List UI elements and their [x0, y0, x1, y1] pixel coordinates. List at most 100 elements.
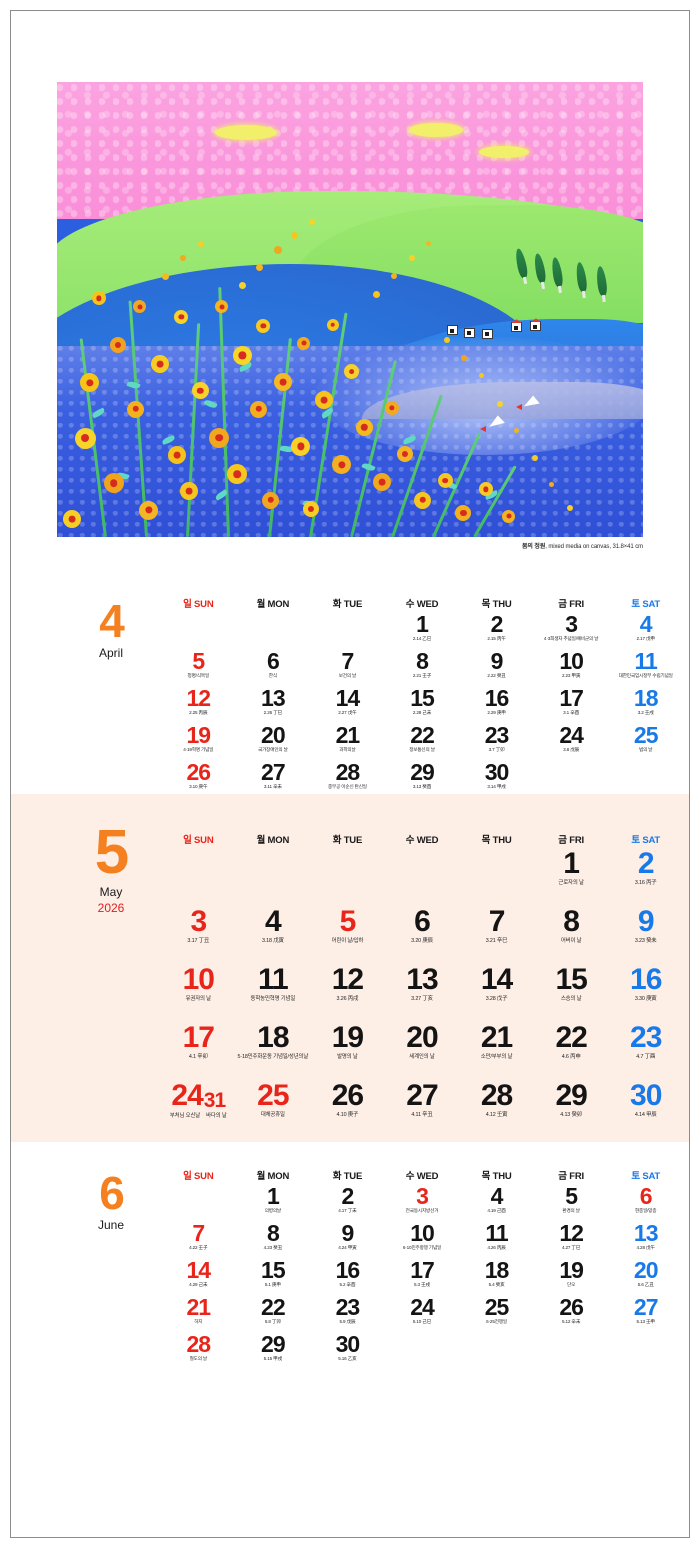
date-cell[interactable]: 11 동학농민혁명 기념일 — [236, 964, 311, 1022]
date-cell[interactable]: 11 4.26 丙辰 — [459, 1221, 534, 1258]
date-cell[interactable]: 24 3.8 戊辰 — [534, 723, 609, 760]
date-cell[interactable]: 10 2.23 甲寅 — [534, 649, 609, 686]
date-cell[interactable]: 9 2.22 癸丑 — [459, 649, 534, 686]
date-cell[interactable]: 28 4.12 壬寅 — [459, 1080, 534, 1138]
date-cell[interactable]: 22 정보통신의 날 — [385, 723, 460, 760]
date-cell[interactable]: 5 환경의 날 — [534, 1184, 609, 1221]
date-cell[interactable]: 28 철도의 날 — [161, 1332, 236, 1369]
date-cell[interactable]: 17 4.1 辛卯 — [161, 1022, 236, 1080]
date-cell[interactable]: 16 5.2 辛酉 — [310, 1258, 385, 1295]
date-cell[interactable]: 28 충무공 이순신 탄신일 — [310, 760, 385, 797]
date-cell[interactable]: 6 한식 — [236, 649, 311, 686]
date-cell[interactable]: 16 2.29 庚申 — [459, 686, 534, 723]
date-cell[interactable]: 9 4.24 甲寅 — [310, 1221, 385, 1258]
date-cell[interactable]: 25 6·25전쟁일 — [459, 1295, 534, 1332]
date-cell[interactable]: 25 법의 날 — [608, 723, 683, 760]
date-number: 22 — [261, 1294, 286, 1320]
date-cell[interactable]: 4 2.17 戊申 — [608, 612, 683, 649]
date-cell[interactable]: 8 어버이 날 — [534, 906, 609, 964]
date-cell[interactable]: 5 어린이 날/입하 — [310, 906, 385, 964]
date-cell[interactable]: 7 3.21 辛巳 — [459, 906, 534, 964]
date-cell[interactable]: 26 4.10 庚子 — [310, 1080, 385, 1138]
date-cell[interactable]: 1 2.14 乙巳 — [385, 612, 460, 649]
date-cell[interactable]: 11 대한민국임시정부 수립기념일 — [608, 649, 683, 686]
date-cell[interactable]: 17 5.3 壬戌 — [385, 1258, 460, 1295]
date-cell[interactable]: 1 의병의날 — [236, 1184, 311, 1221]
date-sublabel: 2.14 乙巳 — [412, 636, 432, 642]
date-cell[interactable]: 2 4.17 丁未 — [310, 1184, 385, 1221]
date-cell[interactable]: 14 3.28 戊子 — [459, 964, 534, 1022]
date-sublabel: 근로자의 날 — [558, 879, 584, 886]
date-cell[interactable]: 2 2.15 丙午 — [459, 612, 534, 649]
date-cell[interactable]: 27 3.11 辛未 — [236, 760, 311, 797]
date-cell[interactable]: 13 2.26 丁巳 — [236, 686, 311, 723]
date-cell[interactable]: 30 4.14 甲辰 — [608, 1080, 683, 1138]
date-cell[interactable]: 21 과학의날 — [310, 723, 385, 760]
date-cell[interactable]: 9 3.23 癸未 — [608, 906, 683, 964]
date-cell[interactable]: 8 2.21 壬子 — [385, 649, 460, 686]
date-cell[interactable]: 17 3.1 辛酉 — [534, 686, 609, 723]
date-cell[interactable]: 16 3.30 庚寅 — [608, 964, 683, 1022]
date-cell-empty — [608, 760, 683, 797]
date-cell[interactable]: 2 3.16 丙子 — [608, 848, 683, 906]
date-cell[interactable]: 7 4.22 壬子 — [161, 1221, 236, 1258]
date-cell[interactable]: 15 5.1 庚申 — [236, 1258, 311, 1295]
date-cell[interactable]: 21 소만/부부의 날 — [459, 1022, 534, 1080]
date-cell[interactable]: 12 2.25 丙辰 — [161, 686, 236, 723]
date-cell[interactable]: 3 3.17 丁丑 — [161, 906, 236, 964]
date-cell[interactable]: 7 보건의 날 — [310, 649, 385, 686]
date-cell[interactable]: 30 3.14 甲戌 — [459, 760, 534, 797]
date-cell[interactable]: 6 현충일/망종 — [608, 1184, 683, 1221]
date-cell[interactable]: 13 3.27 丁亥 — [385, 964, 460, 1022]
date-cell[interactable]: 18 5·18민주화운동 기념일/성년의날 — [236, 1022, 311, 1080]
date-sublabel: 충무공 이순신 탄신일 — [327, 784, 367, 790]
date-cell[interactable]: 22 4.6 丙申 — [534, 1022, 609, 1080]
date-cell[interactable]: 5 청명/식목일 — [161, 649, 236, 686]
date-cell[interactable]: 21 하지 — [161, 1295, 236, 1332]
date-cell[interactable]: 19 발명의 날 — [310, 1022, 385, 1080]
date-cell[interactable]: 26 3.10 庚午 — [161, 760, 236, 797]
date-cell[interactable]: 10 6·10민주항쟁 기념일 — [385, 1221, 460, 1258]
date-cell[interactable]: 29 4.13 癸卯 — [534, 1080, 609, 1138]
date-sublabel: 과학의날 — [339, 747, 356, 753]
date-cell[interactable]: 6 3.20 庚辰 — [385, 906, 460, 964]
date-cell[interactable]: 23 3.7 丁卯 — [459, 723, 534, 760]
date-cell[interactable]: 25 대체공휴일 — [236, 1080, 311, 1138]
date-cell[interactable]: 27 4.11 辛丑 — [385, 1080, 460, 1138]
date-cell[interactable]: 26 5.12 辛未 — [534, 1295, 609, 1332]
month-name: June — [97, 1218, 125, 1233]
date-cell[interactable]: 15 2.28 己未 — [385, 686, 460, 723]
date-cell[interactable]: 12 3.26 丙戌 — [310, 964, 385, 1022]
date-cell[interactable]: 29 5.15 甲戌 — [236, 1332, 311, 1369]
date-cell[interactable]: 4 3.18 戊寅 — [236, 906, 311, 964]
date-sublabel: 어린이 날/입하 — [331, 937, 364, 944]
date-cell[interactable]: 8 4.23 癸丑 — [236, 1221, 311, 1258]
date-cell[interactable]: 24 31 부처님 오신날 바다의 날 — [161, 1080, 236, 1138]
date-cell[interactable]: 1 근로자의 날 — [534, 848, 609, 906]
date-cell[interactable]: 23 4.7 丁酉 — [608, 1022, 683, 1080]
date-cell-empty — [236, 612, 311, 649]
date-cell[interactable]: 3 4·3희생자 추념일/예비군의 날 — [534, 612, 609, 649]
date-cell[interactable]: 14 4.29 己未 — [161, 1258, 236, 1295]
date-cell[interactable]: 19 단오 — [534, 1258, 609, 1295]
date-cell[interactable]: 22 5.8 丁卯 — [236, 1295, 311, 1332]
date-cell[interactable]: 15 스승의 날 — [534, 964, 609, 1022]
date-cell[interactable]: 3 전국동시지방선거 — [385, 1184, 460, 1221]
date-cell[interactable]: 10 유권자의 날 — [161, 964, 236, 1022]
date-cell[interactable]: 18 5.4 癸亥 — [459, 1258, 534, 1295]
date-cell[interactable]: 24 5.10 己巳 — [385, 1295, 460, 1332]
date-cell[interactable]: 12 4.27 丁巳 — [534, 1221, 609, 1258]
date-cell[interactable]: 20 세계인의 날 — [385, 1022, 460, 1080]
date-cell[interactable]: 29 3.13 癸酉 — [385, 760, 460, 797]
date-cell[interactable]: 14 2.27 戊午 — [310, 686, 385, 723]
date-cell[interactable]: 13 4.28 戊午 — [608, 1221, 683, 1258]
date-number: 10 — [559, 648, 584, 674]
date-cell[interactable]: 27 5.13 壬申 — [608, 1295, 683, 1332]
date-cell[interactable]: 23 5.9 戊辰 — [310, 1295, 385, 1332]
date-cell[interactable]: 20 5.6 乙丑 — [608, 1258, 683, 1295]
date-cell[interactable]: 30 5.16 乙亥 — [310, 1332, 385, 1369]
date-cell[interactable]: 18 3.2 壬戌 — [608, 686, 683, 723]
date-cell[interactable]: 19 4·19혁명 기념일 — [161, 723, 236, 760]
date-cell[interactable]: 4 4.19 己酉 — [459, 1184, 534, 1221]
date-cell[interactable]: 20 국가장애인의 날 — [236, 723, 311, 760]
